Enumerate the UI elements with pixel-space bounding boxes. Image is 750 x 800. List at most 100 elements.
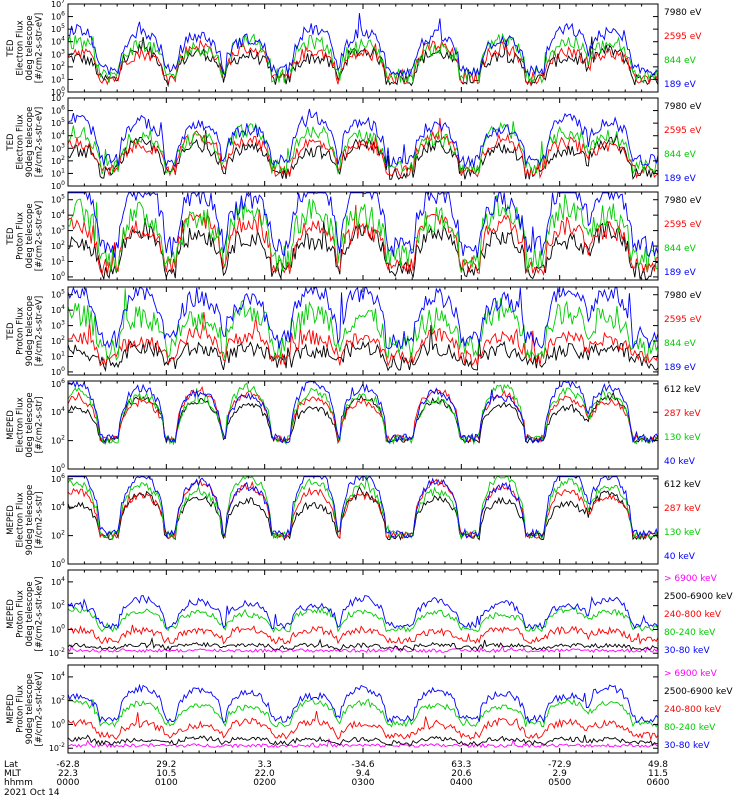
y-axis-label-line: Electron Flux <box>16 492 26 547</box>
y-axis-label-line: TED <box>6 227 16 246</box>
y-axis-label-line: [#/cm2-s-str] <box>35 397 45 454</box>
y-tick-label: 101 <box>51 350 65 361</box>
legend-entry: 30-80 keV <box>664 741 710 751</box>
series-line-1-2 <box>67 38 659 86</box>
y-axis-label-line: Proton Flux <box>16 212 26 260</box>
y-axis-label-line: Electron Flux <box>16 20 26 75</box>
x-tick-label: 29.2 <box>156 760 176 770</box>
y-tick-label: 102 <box>51 435 65 446</box>
series-line-5-3 <box>67 382 659 446</box>
series-line-4-1 <box>67 324 659 373</box>
y-tick-label: 102 <box>51 695 65 706</box>
x-tick-label: 0600 <box>647 778 670 788</box>
y-tick-label: 100 <box>51 558 65 569</box>
panel-frame <box>67 664 659 754</box>
series-line-3-2 <box>67 204 659 277</box>
x-tick-label: -72.9 <box>548 760 572 770</box>
x-row-label: MLT <box>4 769 22 779</box>
y-tick-label: 104 <box>51 209 65 220</box>
y-tick-label: 102 <box>51 600 65 611</box>
legend-entry: 612 keV <box>664 480 701 490</box>
y-axis-label-line: [#/cm2-s-str] <box>35 492 45 549</box>
series-line-8-3 <box>67 711 659 741</box>
y-axis-label-line: 0deg telescope <box>25 581 35 646</box>
y-axis-label-line: 0deg telescope <box>25 392 35 457</box>
y-axis-label-line: 90deg telescope <box>25 485 35 556</box>
y-axis-label-line: TED <box>6 133 16 152</box>
legend-entry: 2595 eV <box>664 220 702 230</box>
y-axis-label-line: 90deg telescope <box>25 296 35 367</box>
legend-entry: 7980 eV <box>664 196 702 206</box>
series-line-2-2 <box>67 117 659 179</box>
legend-entry: 80-240 keV <box>664 723 716 733</box>
panel-3: 100 101 102 103 104 105 TED Proton Flux 0deg tel… <box>6 191 702 282</box>
y-axis-label-line: 0deg telescope <box>25 15 35 80</box>
y-tick-label: 100 <box>51 86 65 97</box>
series-line-8-1 <box>67 737 659 749</box>
panel-frame <box>67 475 659 565</box>
y-axis-label-line: 90deg telescope <box>25 674 35 745</box>
y-tick-label: 103 <box>51 225 65 236</box>
series-line-7-1 <box>67 643 659 654</box>
panel-6: 100 102 104 106 MEPED Electron Flux 90deg tele… <box>6 473 701 569</box>
y-tick-label: 10-2 <box>49 742 65 753</box>
y-axis-label-line: [#/cm2-s-str-eV] <box>35 296 45 366</box>
legend-entry: > 6900 keV <box>664 574 718 584</box>
series-line-6-1 <box>67 485 659 541</box>
y-tick-label: 102 <box>51 155 65 166</box>
y-axis-label-line: Proton Flux <box>16 307 26 355</box>
y-tick-label: 107 <box>51 0 65 9</box>
y-axis-label-line: MEPED <box>6 410 16 440</box>
series-line-1-4 <box>67 13 659 78</box>
panel-4: 100 101 102 103 104 105 TED Proton Flux 90deg te… <box>6 286 702 377</box>
x-tick-label: 11.5 <box>648 769 668 779</box>
y-axis-label-line: MEPED <box>6 694 16 724</box>
y-tick-label: 104 <box>51 671 65 682</box>
y-axis-label-line: 90deg telescope <box>25 107 35 178</box>
y-tick-label: 102 <box>51 335 65 346</box>
legend-entry: 80-240 keV <box>664 628 716 638</box>
series-line-7-2 <box>67 636 659 652</box>
y-axis-label-line: MEPED <box>6 599 16 629</box>
y-tick-label: 107 <box>51 92 65 103</box>
legend-entry: 612 keV <box>664 385 701 395</box>
legend-entry: 189 eV <box>664 363 697 373</box>
x-row-label: hhmm <box>4 778 33 788</box>
series-line-2-3 <box>67 121 659 176</box>
x-tick-label: 0000 <box>57 778 80 788</box>
x-tick-label: 49.8 <box>648 760 668 770</box>
series-line-4-2 <box>67 312 659 367</box>
series-line-7-3 <box>67 624 659 646</box>
x-tick-label: 63.3 <box>451 760 471 770</box>
series-line-4-3 <box>67 288 659 362</box>
series-line-5-4 <box>67 380 659 444</box>
series-line-2-1 <box>67 130 659 181</box>
y-tick-label: 106 <box>51 11 65 22</box>
legend-entry: 2500-6900 keV <box>664 687 733 697</box>
x-row-label: Lat <box>4 760 19 770</box>
y-axis-label-line: [#/cm2-s-str-keV] <box>35 577 45 652</box>
series-line-5-2 <box>67 385 659 444</box>
y-axis-label-line: Electron Flux <box>16 397 26 452</box>
y-tick-label: 102 <box>51 240 65 251</box>
y-axis-label-line: [#/cm2-s-str-keV] <box>35 672 45 747</box>
legend-entry: 7980 eV <box>664 291 702 301</box>
x-tick-label: 0200 <box>253 778 276 788</box>
y-tick-label: 102 <box>51 61 65 72</box>
x-tick-label: 0300 <box>352 778 375 788</box>
legend-entry: 2595 eV <box>664 126 702 136</box>
legend-entry: 844 eV <box>664 56 697 66</box>
series-line-8-5 <box>67 683 659 724</box>
legend-entry: 240-800 keV <box>664 705 722 715</box>
y-axis-label-line: 0deg telescope <box>25 203 35 268</box>
x-tick-label: 3.3 <box>258 760 272 770</box>
legend-entry: 130 keV <box>664 528 701 538</box>
series-line-6-2 <box>67 478 659 540</box>
x-tick-label: 9.4 <box>356 769 371 779</box>
y-tick-label: 102 <box>51 530 65 541</box>
series-line-7-5 <box>67 594 659 630</box>
x-tick-label: 2.9 <box>553 769 568 779</box>
